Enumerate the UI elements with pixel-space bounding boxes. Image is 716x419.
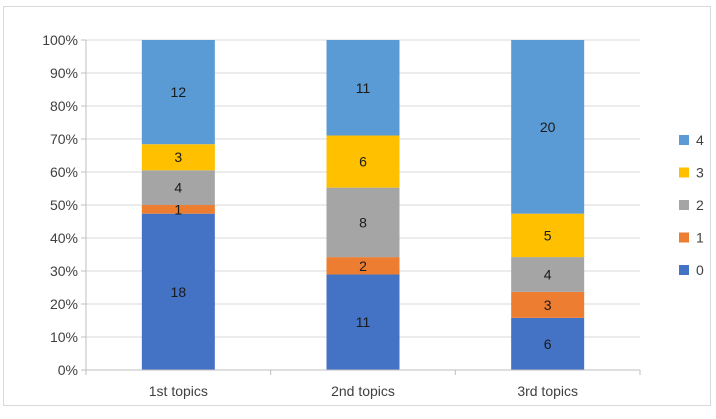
legend-label: 4 (696, 132, 704, 148)
legend-swatch (679, 167, 689, 178)
legend-label: 2 (696, 197, 704, 213)
y-tick-label: 50% (50, 197, 78, 213)
y-tick-label: 30% (50, 263, 78, 279)
data-label: 18 (171, 284, 187, 300)
legend: 4 3 2 1 0 (679, 132, 704, 278)
data-label: 5 (544, 227, 552, 243)
x-tick-label: 3rd topics (517, 383, 578, 399)
bar-segment (511, 317, 585, 370)
chart-frame: 0% 10% 20% 30% 40% 50% 60% 70% 80% 90% 100% 1st top… (3, 6, 711, 406)
y-tick-label: 20% (50, 296, 78, 312)
bar-segment (326, 187, 400, 258)
stacked-percent-bar-chart: 0% 10% 20% 30% 40% 50% 60% 70% 80% 90% 100% 1st top… (42, 32, 704, 399)
bar-segment (511, 213, 585, 258)
bar-segment (326, 257, 400, 275)
bar-segment (141, 40, 215, 145)
bar-segment (326, 40, 400, 136)
legend-swatch (679, 232, 689, 243)
y-tick-label: 90% (50, 65, 78, 81)
bars (141, 40, 585, 370)
bar-segment (141, 170, 215, 205)
y-tick-label: 70% (50, 131, 78, 147)
data-label: 20 (540, 119, 556, 135)
data-label: 12 (171, 84, 187, 100)
legend-label: 1 (696, 230, 704, 246)
bar-segment (326, 135, 400, 188)
bar-segment (511, 257, 585, 292)
data-label: 8 (359, 214, 367, 230)
bar-segment (141, 205, 215, 214)
bar-segment (141, 213, 215, 370)
data-label: 4 (544, 266, 552, 282)
data-label: 11 (356, 80, 371, 96)
data-label: 2 (359, 258, 367, 274)
data-label: 6 (359, 154, 367, 170)
bar-segment (326, 274, 400, 370)
y-tick-label: 100% (42, 32, 78, 48)
data-label: 4 (174, 180, 182, 196)
y-tick-label: 40% (50, 230, 78, 246)
data-label: 1 (174, 201, 182, 217)
bar-segment (141, 144, 215, 171)
data-label: 6 (544, 336, 552, 352)
legend-swatch (679, 200, 689, 210)
legend-swatch (679, 135, 689, 145)
data-label: 3 (544, 297, 552, 313)
data-label: 3 (174, 149, 182, 165)
y-tick-label: 10% (50, 329, 78, 345)
y-tick-label: 0% (58, 362, 78, 378)
legend-label: 0 (696, 262, 704, 278)
data-label: 11 (356, 314, 371, 330)
axes: 0% 10% 20% 30% 40% 50% 60% 70% 80% 90% 100% 1st top… (42, 32, 641, 399)
y-tick-label: 60% (50, 164, 78, 180)
bar-segment (511, 40, 585, 214)
y-tick-label: 80% (50, 98, 78, 114)
x-tick-label: 1st topics (149, 383, 208, 399)
x-tick-label: 2nd topics (331, 383, 395, 399)
data-labels: 18 1 4 3 12 11 2 8 6 11 6 3 4 5 20 (171, 80, 556, 352)
bar-segment (511, 291, 585, 318)
legend-swatch (679, 265, 689, 275)
legend-label: 3 (696, 165, 704, 181)
